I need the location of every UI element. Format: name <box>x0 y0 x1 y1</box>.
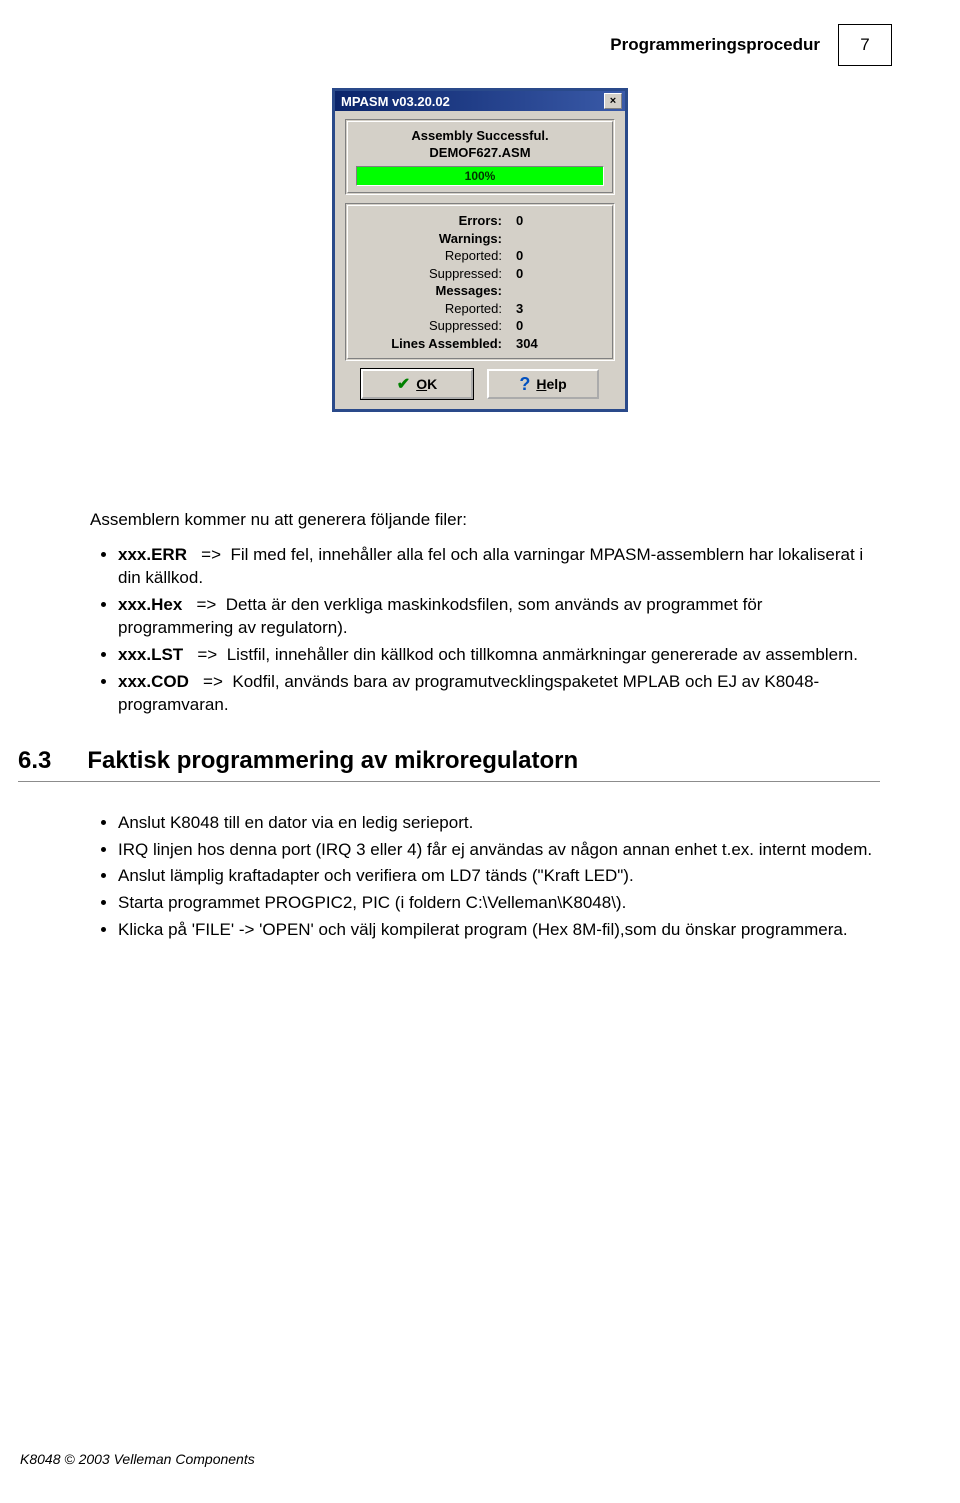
file-ext: xxx.LST <box>118 645 183 664</box>
intro-paragraph: Assemblern kommer nu att generera följan… <box>90 510 880 530</box>
page-number-box: 7 <box>838 24 892 66</box>
document-content: Assemblern kommer nu att generera följan… <box>90 510 880 946</box>
warn-suppressed-value: 0 <box>516 265 523 283</box>
ok-button[interactable]: ✔ OK <box>361 369 473 399</box>
list-item: IRQ linjen hos denna port (IRQ 3 eller 4… <box>118 839 880 862</box>
lines-value: 304 <box>516 335 538 353</box>
file-ext: xxx.ERR <box>118 545 187 564</box>
checkmark-icon: ✔ <box>397 374 410 394</box>
file-ext: xxx.COD <box>118 672 189 691</box>
arrow: => <box>201 545 221 564</box>
warn-reported-value: 0 <box>516 247 523 265</box>
warn-reported-label: Reported: <box>356 247 516 265</box>
dialog-body: Assembly Successful. DEMOF627.ASM 100% E… <box>335 111 625 409</box>
ok-label-rest: K <box>427 376 437 392</box>
warn-suppressed-label: Suppressed: <box>356 265 516 283</box>
lines-label: Lines Assembled: <box>356 335 516 353</box>
page-footer: K8048 © 2003 Velleman Components <box>20 1451 255 1467</box>
progress-percent: 100% <box>465 169 496 183</box>
msg-suppressed-value: 0 <box>516 317 523 335</box>
mpasm-dialog: MPASM v03.20.02 × Assembly Successful. D… <box>332 88 628 412</box>
file-desc: Listfil, innehåller din källkod och till… <box>227 645 858 664</box>
msg-reported-value: 3 <box>516 300 523 318</box>
list-item: xxx.ERR => Fil med fel, innehåller alla … <box>118 544 880 590</box>
list-item: Klicka på 'FILE' -> 'OPEN' och välj komp… <box>118 919 880 942</box>
mpasm-dialog-screenshot: MPASM v03.20.02 × Assembly Successful. D… <box>332 88 628 412</box>
section-title: Faktisk programmering av mikroregulatorn <box>87 747 578 775</box>
errors-value: 0 <box>516 212 523 230</box>
list-item: xxx.Hex => Detta är den verkliga maskink… <box>118 594 880 640</box>
arrow: => <box>196 595 216 614</box>
msg-suppressed-label: Suppressed: <box>356 317 516 335</box>
help-label-rest: elp <box>546 376 566 392</box>
messages-label: Messages: <box>356 282 516 300</box>
assembly-filename: DEMOF627.ASM <box>356 145 604 160</box>
dialog-titlebar: MPASM v03.20.02 × <box>335 91 625 111</box>
page-header: Programmeringsprocedur 7 <box>610 24 892 66</box>
close-icon[interactable]: × <box>604 93 622 109</box>
help-button[interactable]: ? Help <box>487 369 599 399</box>
list-item: Starta programmet PROGPIC2, PIC (i folde… <box>118 892 880 915</box>
assembly-status: Assembly Successful. <box>356 128 604 143</box>
dialog-title: MPASM v03.20.02 <box>341 94 450 109</box>
question-icon: ? <box>519 374 530 395</box>
list-item: Anslut K8048 till en dator via en ledig … <box>118 812 880 835</box>
arrow: => <box>203 672 223 691</box>
status-panel: Assembly Successful. DEMOF627.ASM 100% <box>345 119 615 195</box>
section-divider <box>18 781 880 782</box>
file-desc: Fil med fel, innehåller alla fel och all… <box>118 545 863 587</box>
header-title: Programmeringsprocedur <box>610 35 820 55</box>
list-item: Anslut lämplig kraftadapter och verifier… <box>118 865 880 888</box>
dialog-buttons: ✔ OK ? Help <box>345 369 615 399</box>
list-item: xxx.LST => Listfil, innehåller din källk… <box>118 644 880 667</box>
arrow: => <box>197 645 217 664</box>
generated-files-list: xxx.ERR => Fil med fel, innehåller alla … <box>90 544 880 717</box>
file-ext: xxx.Hex <box>118 595 182 614</box>
file-desc: Kodfil, används bara av programutvecklin… <box>118 672 819 714</box>
stats-panel: Errors: 0 Warnings: Reported: 0 Suppress… <box>345 203 615 361</box>
list-item: xxx.COD => Kodfil, används bara av progr… <box>118 671 880 717</box>
errors-label: Errors: <box>356 212 516 230</box>
msg-reported-label: Reported: <box>356 300 516 318</box>
page-number: 7 <box>860 35 869 55</box>
section-number: 6.3 <box>18 747 51 775</box>
steps-list: Anslut K8048 till en dator via en ledig … <box>90 812 880 943</box>
warnings-label: Warnings: <box>356 230 516 248</box>
section-heading: 6.3 Faktisk programmering av mikroregula… <box>18 747 880 775</box>
progress-bar: 100% <box>356 166 604 186</box>
